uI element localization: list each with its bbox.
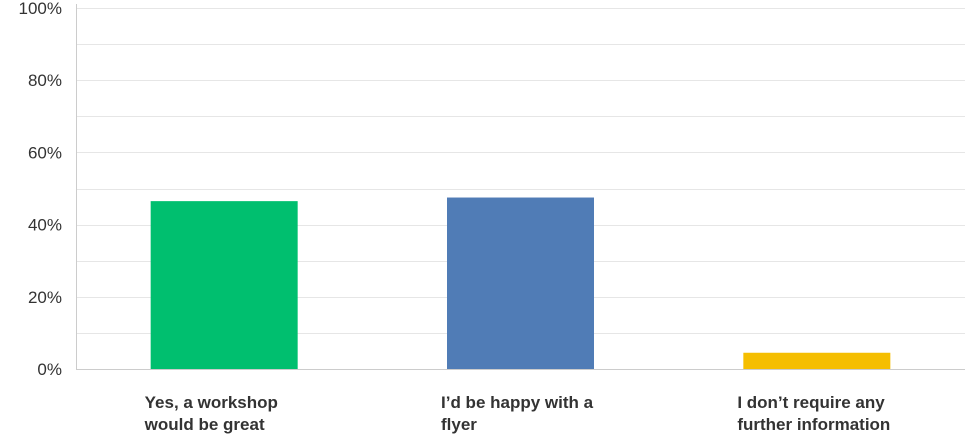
bar-3[interactable] — [743, 352, 891, 369]
y-tick-label: 20% — [28, 288, 62, 307]
axes — [76, 4, 965, 370]
y-tick-label: 100% — [19, 0, 62, 18]
category-label-1: Yes, a workshop would be great — [144, 393, 278, 434]
y-tick-label: 80% — [28, 71, 62, 90]
y-tick-label: 60% — [28, 143, 62, 162]
y-tick-label: 0% — [37, 360, 62, 379]
y-tick-label: 40% — [28, 216, 62, 235]
category-label-2: I’d be happy with a flyer — [441, 393, 594, 434]
y-tick-labels: 0% 20% 40% 60% 80% 100% — [19, 0, 62, 379]
bar-2[interactable] — [447, 197, 594, 369]
bars — [150, 197, 891, 369]
category-labels: Yes, a workshop would be great I’d be happ… — [144, 393, 891, 434]
category-label-3: I don’t require any further information — [737, 393, 890, 434]
bar-1[interactable] — [150, 201, 298, 369]
